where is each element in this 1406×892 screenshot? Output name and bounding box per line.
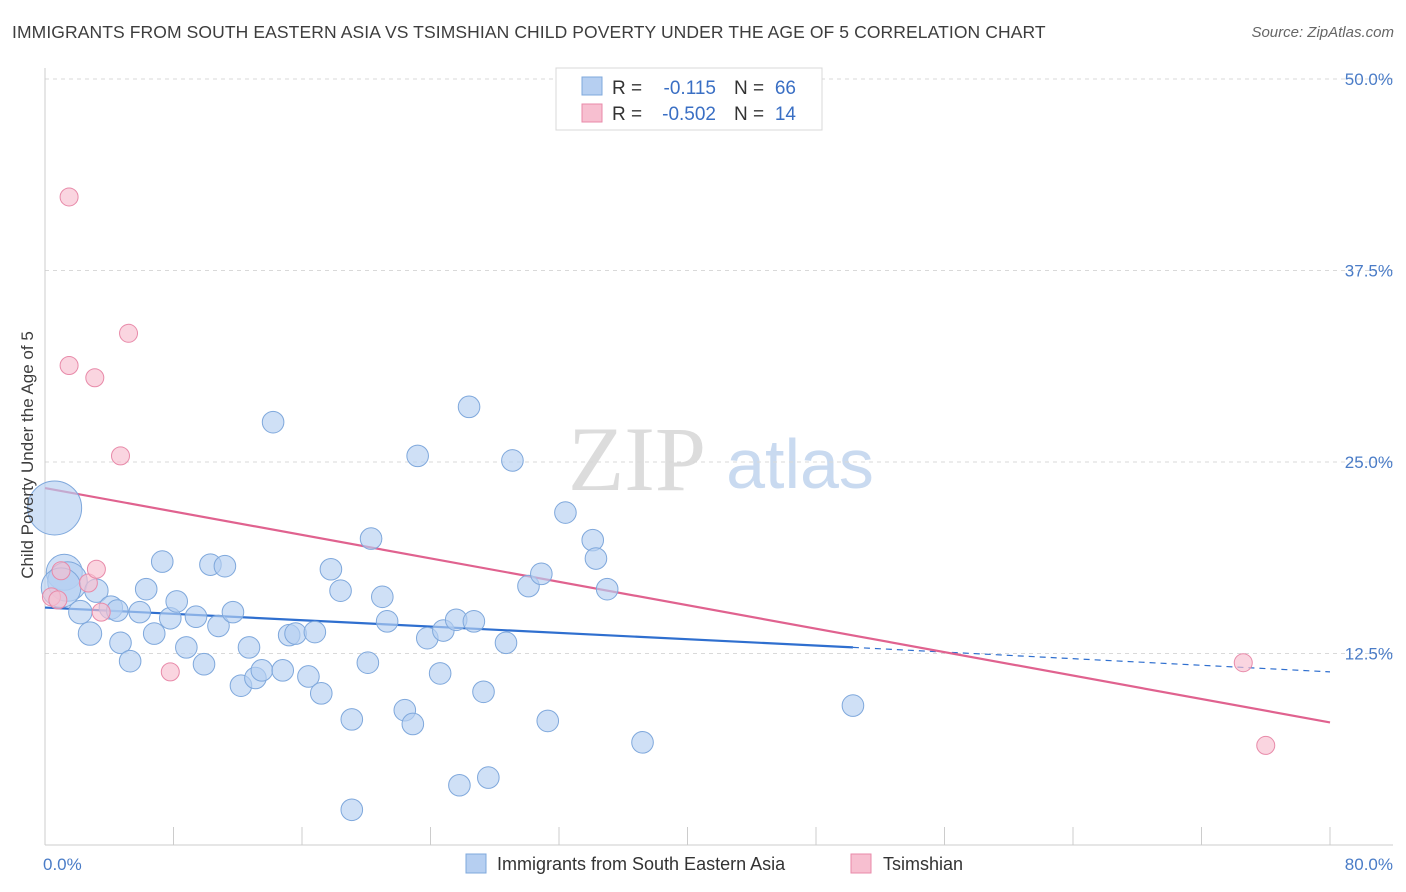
blue-point-63 (595, 577, 619, 601)
y-axis-title: Child Poverty Under the Age of 5 (18, 331, 37, 579)
blue-point-45 (406, 444, 429, 468)
blue-point-29 (271, 659, 295, 682)
blue-point-38 (340, 798, 364, 822)
blue-point-11 (128, 600, 152, 624)
pink-point-7 (86, 559, 106, 579)
series-pink-points (41, 187, 1276, 755)
legend-n-value-1: 66 (775, 78, 796, 99)
blue-point-28 (261, 410, 285, 434)
top-legend: R = -0.115 N = 66 R = -0.502 N = 14 (555, 67, 823, 131)
y-tick-label-2: 37.5% (1345, 262, 1393, 281)
blue-trend-extension (852, 646, 1331, 673)
blue-point-64 (631, 731, 654, 754)
legend-swatch-blue (581, 76, 603, 96)
blue-point-58 (530, 562, 553, 586)
grid-lines (45, 78, 1393, 654)
legend-r-value-1: -0.115 (664, 78, 716, 99)
pink-point-9 (110, 446, 130, 466)
blue-point-9 (109, 631, 132, 655)
bottom-legend-swatch-pink (850, 853, 872, 874)
blue-point-60 (554, 501, 577, 524)
pink-point-12 (1233, 653, 1253, 673)
blue-point-47 (428, 662, 452, 685)
blue-point-27 (250, 659, 274, 682)
pink-point-3 (59, 187, 79, 207)
blue-point-55 (494, 631, 518, 655)
pink-point-1 (48, 590, 68, 610)
x-tick-label-0: 0.0% (43, 855, 82, 874)
blue-point-50 (448, 773, 471, 797)
tick-labels: 12.5% 25.0% 37.5% 50.0% 0.0% 80.0% (43, 70, 1393, 874)
legend-r-label-2: R = (612, 104, 642, 125)
pink-point-10 (119, 323, 139, 343)
blue-point-39 (356, 651, 380, 674)
blue-point-41 (371, 585, 394, 609)
blue-point-53 (472, 680, 495, 704)
blue-point-59 (536, 709, 560, 733)
axes (44, 68, 1393, 846)
x-tick-label-1: 80.0% (1345, 855, 1393, 874)
blue-point-32 (297, 665, 320, 688)
y-tick-label-0: 12.5% (1345, 645, 1393, 664)
blue-point-17 (175, 636, 198, 659)
blue-point-65 (841, 694, 865, 717)
blue-point-31 (284, 622, 307, 645)
blue-point-18 (184, 605, 208, 629)
blue-point-0 (27, 480, 83, 536)
pink-point-11 (160, 662, 180, 682)
blue-point-5 (77, 621, 103, 646)
blue-point-10 (118, 649, 142, 673)
blue-point-21 (207, 614, 230, 638)
bottom-legend-label-blue: Immigrants from South Eastern Asia (497, 854, 786, 874)
chart-title: IMMIGRANTS FROM SOUTH EASTERN ASIA VS TS… (12, 22, 1046, 42)
legend-r-value-2: -0.502 (662, 104, 716, 125)
blue-point-34 (309, 682, 333, 705)
y-tick-label-3: 50.0% (1345, 70, 1393, 89)
blue-point-56 (501, 449, 524, 472)
legend-n-label-1: N = (734, 78, 764, 99)
pink-point-6 (85, 368, 105, 388)
blue-point-44 (401, 712, 425, 736)
bottom-legend-label-pink: Tsimshian (883, 854, 963, 874)
blue-point-16 (165, 590, 189, 613)
blue-point-51 (457, 395, 481, 419)
blue-point-23 (221, 600, 245, 624)
pink-point-8 (91, 602, 111, 622)
blue-point-37 (340, 708, 364, 731)
pink-trend-line (44, 486, 1331, 724)
blue-point-40 (359, 527, 383, 550)
blue-point-19 (192, 652, 216, 676)
blue-point-35 (319, 557, 343, 581)
bottom-legend: Immigrants from South Eastern Asia Tsims… (465, 853, 963, 874)
blue-point-4 (68, 599, 93, 625)
blue-point-42 (375, 610, 399, 633)
blue-point-25 (237, 636, 261, 659)
pink-point-4 (59, 355, 79, 375)
blue-point-14 (150, 550, 174, 573)
pink-point-2 (51, 561, 71, 581)
watermark-zip: ZIP (568, 408, 706, 510)
blue-point-54 (477, 766, 500, 789)
y-tick-label-1: 25.0% (1345, 453, 1393, 472)
series-blue-points (27, 395, 865, 822)
legend-r-label-1: R = (612, 78, 642, 99)
blue-point-33 (303, 620, 327, 644)
blue-point-36 (329, 579, 352, 602)
blue-point-62 (584, 547, 608, 570)
legend-n-value-2: 14 (775, 104, 797, 125)
legend-n-label-2: N = (734, 104, 764, 125)
bottom-legend-swatch-blue (465, 853, 487, 874)
blue-point-13 (142, 622, 166, 645)
pink-point-13 (1256, 735, 1276, 755)
blue-point-22 (213, 554, 237, 578)
watermark-atlas: atlas (726, 425, 874, 503)
blue-point-12 (134, 577, 158, 601)
source-credit: Source: ZipAtlas.com (1251, 24, 1394, 41)
blue-point-52 (462, 610, 486, 633)
legend-swatch-pink (581, 103, 603, 123)
